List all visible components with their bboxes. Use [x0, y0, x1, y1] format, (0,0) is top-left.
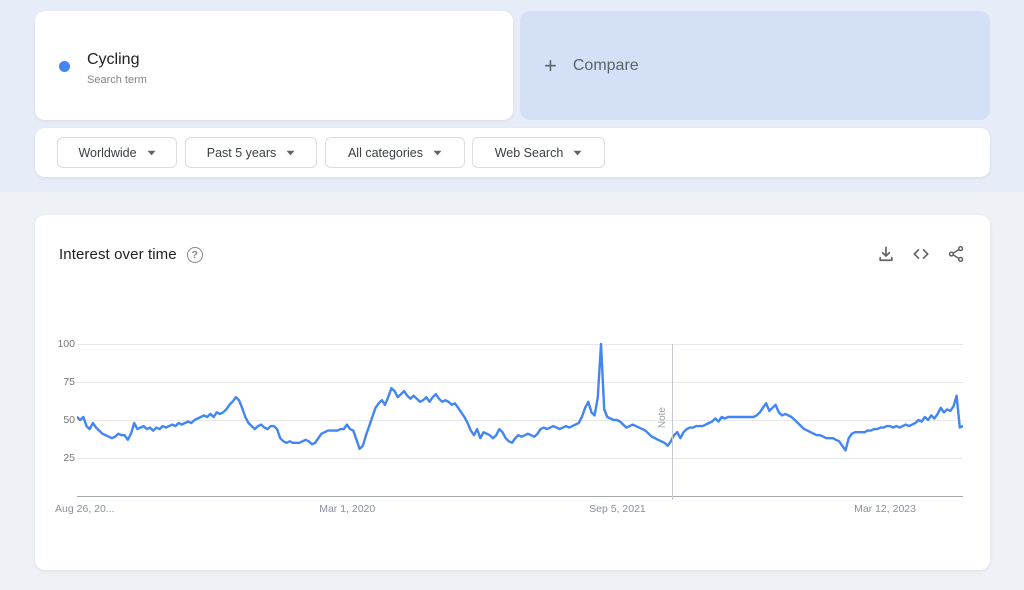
filter-timerange-label: Past 5 years	[206, 145, 277, 160]
x-tick-label: Aug 26, 20...	[55, 503, 115, 515]
series-color-dot	[59, 61, 70, 72]
filter-searchtype-label: Web Search	[494, 145, 564, 160]
search-term-subtitle: Search term	[87, 74, 147, 86]
gridline-100	[77, 344, 963, 345]
filter-category-dropdown[interactable]: All categories	[325, 137, 465, 168]
filter-searchtype-dropdown[interactable]: Web Search	[472, 137, 605, 168]
compare-label: Compare	[572, 56, 639, 74]
note-marker-line	[671, 344, 673, 500]
search-term-label[interactable]: Cycling	[87, 51, 140, 68]
chevron-down-icon	[573, 150, 582, 155]
search-term-card: Cycling Search term	[35, 11, 513, 120]
chevron-down-icon	[147, 150, 156, 155]
y-tick-label: 75	[63, 376, 75, 388]
share-icon[interactable]	[946, 244, 966, 264]
filter-timerange-dropdown[interactable]: Past 5 years	[185, 137, 317, 168]
help-icon[interactable]: ?	[186, 246, 203, 263]
filter-region-dropdown[interactable]: Worldwide	[57, 137, 177, 168]
trend-line	[77, 342, 963, 452]
download-icon[interactable]	[876, 244, 896, 264]
filter-bar: Worldwide Past 5 years All categories We…	[35, 128, 990, 177]
note-marker-label[interactable]: Note	[656, 407, 668, 429]
y-tick-label: 100	[57, 338, 75, 350]
chevron-down-icon	[286, 150, 295, 155]
gridline-75	[77, 382, 963, 383]
filter-region-label: Worldwide	[78, 145, 137, 160]
plus-icon: +	[544, 52, 557, 78]
gridline-25	[77, 458, 963, 459]
chevron-down-icon	[433, 150, 442, 155]
filter-category-label: All categories	[347, 145, 424, 160]
x-axis-line	[77, 496, 963, 497]
gridline-50	[77, 420, 963, 421]
y-tick-label: 25	[63, 452, 75, 464]
chart-title: Interest over time	[59, 246, 177, 263]
x-tick-label: Sep 5, 2021	[589, 503, 646, 515]
trend-polyline	[77, 342, 963, 452]
x-tick-label: Mar 1, 2020	[319, 503, 376, 515]
x-tick-label: Mar 12, 2023	[854, 503, 916, 515]
y-tick-label: 50	[63, 414, 75, 426]
compare-button[interactable]: + Compare	[520, 11, 990, 120]
interest-over-time-card: Interest over time ? 100 75 50 25 Note Aug …	[35, 215, 990, 570]
embed-icon[interactable]	[911, 244, 931, 264]
